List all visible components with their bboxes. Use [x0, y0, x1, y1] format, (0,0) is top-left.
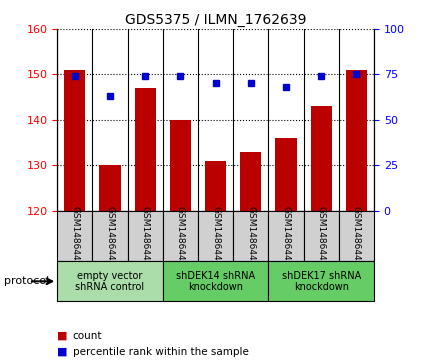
FancyBboxPatch shape [92, 211, 128, 261]
Bar [311, 106, 332, 211]
Text: ■: ■ [57, 331, 68, 341]
Bar [346, 70, 367, 211]
Text: count: count [73, 331, 102, 341]
FancyBboxPatch shape [163, 261, 268, 301]
Bar [240, 151, 261, 211]
FancyBboxPatch shape [268, 211, 304, 261]
Text: shDEK14 shRNA
knockdown: shDEK14 shRNA knockdown [176, 270, 255, 292]
FancyBboxPatch shape [339, 211, 374, 261]
Bar [205, 160, 226, 211]
FancyBboxPatch shape [57, 261, 163, 301]
FancyBboxPatch shape [198, 211, 233, 261]
FancyBboxPatch shape [304, 211, 339, 261]
Text: GSM1486440: GSM1486440 [70, 206, 79, 266]
Bar [64, 70, 85, 211]
Text: percentile rank within the sample: percentile rank within the sample [73, 347, 249, 357]
FancyBboxPatch shape [233, 211, 268, 261]
Title: GDS5375 / ILMN_1762639: GDS5375 / ILMN_1762639 [125, 13, 306, 26]
Bar [170, 120, 191, 211]
Text: GSM1486447: GSM1486447 [317, 206, 326, 266]
Text: protocol: protocol [4, 276, 50, 286]
FancyBboxPatch shape [163, 211, 198, 261]
Text: shDEK17 shRNA
knockdown: shDEK17 shRNA knockdown [282, 270, 361, 292]
Text: empty vector
shRNA control: empty vector shRNA control [75, 270, 145, 292]
Text: GSM1486442: GSM1486442 [141, 206, 150, 266]
Text: GSM1486441: GSM1486441 [106, 206, 114, 266]
FancyBboxPatch shape [268, 261, 374, 301]
Bar [99, 165, 121, 211]
Text: GSM1486446: GSM1486446 [282, 206, 290, 266]
FancyBboxPatch shape [57, 211, 92, 261]
Bar [135, 88, 156, 211]
Text: GSM1486443: GSM1486443 [176, 206, 185, 266]
Text: GSM1486445: GSM1486445 [246, 206, 255, 266]
Text: ■: ■ [57, 347, 68, 357]
FancyBboxPatch shape [128, 211, 163, 261]
Bar [275, 138, 297, 211]
Text: GSM1486448: GSM1486448 [352, 206, 361, 266]
Text: GSM1486444: GSM1486444 [211, 206, 220, 266]
